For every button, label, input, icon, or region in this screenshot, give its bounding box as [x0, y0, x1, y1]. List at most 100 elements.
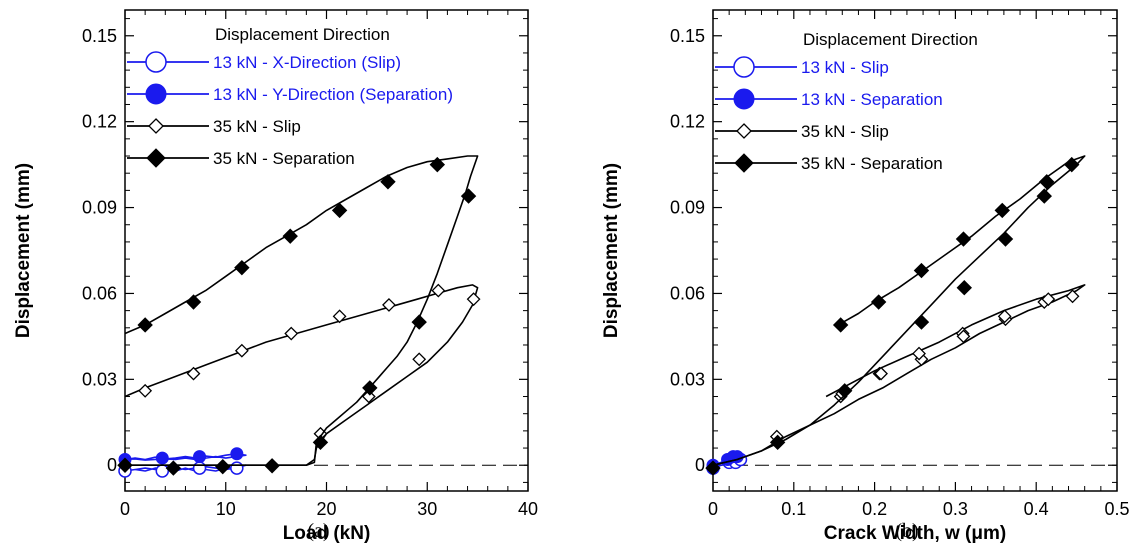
y-tick-label: 0.12 — [670, 112, 705, 132]
legend-marker — [736, 123, 752, 139]
data-point — [192, 461, 207, 475]
panel-caption: (b) — [895, 520, 918, 542]
data-point — [185, 294, 202, 310]
data-point — [382, 297, 396, 312]
data-point — [264, 458, 280, 474]
legend-title: Displacement Direction — [215, 25, 390, 44]
x-tick-label: 0 — [708, 499, 718, 519]
data-point — [138, 383, 153, 398]
legend-marker — [146, 148, 166, 168]
data-point — [380, 174, 396, 190]
legend-entry: 13 kN - X-Direction (Slip) — [213, 53, 401, 72]
series-line — [712, 284, 1086, 466]
legend: Displacement Direction 13 kN - X-Directio… — [127, 25, 453, 168]
legend-marker — [145, 51, 167, 73]
data-point — [1064, 156, 1080, 173]
legend-marker — [733, 88, 755, 110]
series-line — [124, 155, 479, 467]
data-point — [460, 188, 477, 204]
y-tick-label: 0.03 — [82, 369, 117, 389]
data-point — [362, 380, 378, 396]
data-point — [411, 314, 427, 330]
y-tick-label: 0.09 — [82, 198, 117, 218]
y-tick-label: 0.06 — [82, 283, 117, 303]
panel-caption: (a) — [307, 520, 329, 542]
x-tick-label: 0.4 — [1024, 499, 1049, 519]
plot-frame — [712, 9, 1118, 492]
plot-frame — [124, 9, 529, 492]
x-tick-label: 0.1 — [781, 499, 806, 519]
data-point — [705, 460, 721, 476]
y-axis-title: Displacement (mm) — [13, 163, 34, 338]
y-tick-label: 0.06 — [670, 283, 705, 303]
data-point — [997, 309, 1012, 324]
legend-marker — [733, 56, 755, 78]
legend: Displacement Direction 13 kN - Slip 13 kN … — [715, 30, 978, 173]
data-point — [412, 352, 427, 367]
data-point — [284, 326, 299, 341]
x-axis-title: Load (kN) — [283, 523, 371, 544]
series-4 — [117, 155, 479, 476]
chart-panel-a: 0 10 20 30 40 0 0.03 0.06 0.09 0.12 0.15 Load (kN) D… — [13, 9, 538, 544]
data-point — [117, 457, 133, 473]
data-point — [230, 447, 244, 461]
data-point — [165, 460, 182, 476]
y-tick-label: 0.03 — [670, 369, 705, 389]
x-tick-label: 0.2 — [862, 499, 887, 519]
chart-panel-b: 0 0.1 0.2 0.3 0.4 0.5 0 0.03 0.06 0.09 0.12 0.15 Cra… — [601, 9, 1130, 544]
data-point — [769, 434, 786, 451]
legend-entry: 35 kN - Separation — [213, 149, 355, 168]
y-tick-label: 0.09 — [670, 198, 705, 218]
data-point — [332, 309, 347, 324]
series-3 — [706, 284, 1086, 476]
data-point — [312, 434, 329, 451]
series-3 — [118, 283, 481, 476]
legend-marker — [145, 83, 167, 105]
data-point — [137, 317, 153, 333]
data-point — [215, 458, 231, 475]
data-point — [832, 317, 849, 333]
data-point — [1065, 289, 1080, 304]
x-tick-label: 20 — [316, 499, 336, 519]
data-point — [466, 292, 481, 307]
data-point — [836, 383, 853, 399]
series-4 — [705, 155, 1086, 476]
x-tick-label: 0.5 — [1104, 499, 1129, 519]
legend-entry: 35 kN - Slip — [801, 122, 889, 141]
legend-marker — [148, 118, 164, 134]
data-point — [193, 450, 207, 464]
x-tick-label: 30 — [417, 499, 437, 519]
data-point — [997, 231, 1014, 247]
y-tick-label: 0 — [695, 455, 705, 475]
y-tick-label: 0.15 — [82, 26, 117, 46]
data-point — [874, 366, 888, 381]
legend-entry: 35 kN - Slip — [213, 117, 301, 136]
legend-entry: 13 kN - Slip — [801, 58, 889, 77]
data-point — [956, 329, 971, 344]
data-point — [234, 343, 249, 358]
data-point — [912, 346, 926, 361]
data-point — [1038, 174, 1055, 190]
y-axis-title: Displacement (mm) — [601, 163, 622, 338]
series-line — [124, 452, 247, 461]
series-line — [124, 284, 479, 467]
data-point — [913, 262, 930, 279]
data-point — [431, 283, 446, 298]
data-point — [994, 202, 1010, 219]
data-point — [1041, 292, 1056, 307]
legend-title: Displacement Direction — [803, 30, 978, 49]
data-point — [956, 280, 972, 296]
y-tick-label: 0.15 — [670, 26, 705, 46]
x-tick-label: 10 — [216, 499, 236, 519]
data-point — [913, 314, 930, 330]
series-2 — [118, 447, 247, 467]
data-point — [955, 231, 972, 247]
data-point — [186, 366, 201, 381]
legend-entry: 13 kN - Y-Direction (Separation) — [213, 85, 453, 104]
data-point — [331, 202, 348, 219]
data-point — [230, 461, 244, 475]
data-point — [234, 259, 250, 276]
data-point — [1036, 188, 1052, 204]
data-point — [429, 156, 446, 173]
